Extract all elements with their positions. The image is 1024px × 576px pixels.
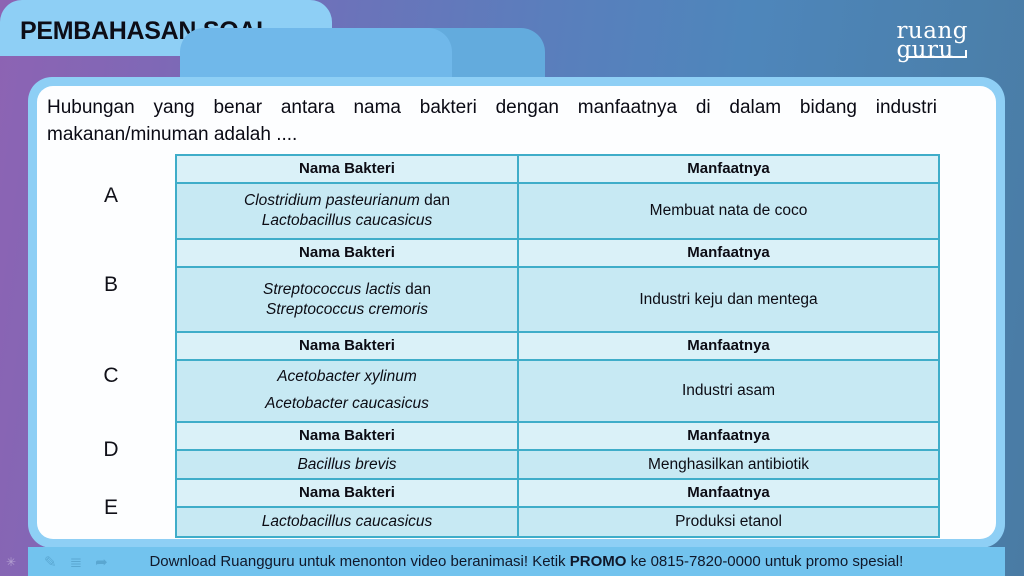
bacteria-name-line: Streptococcus cremoris xyxy=(266,300,428,320)
species-name: Lactobacillus caucasicus xyxy=(261,513,433,530)
bacteria-name-line: Streptococcus lactis dan xyxy=(263,280,431,300)
cell-nama-bakteri: Lactobacillus caucasicus xyxy=(177,508,517,536)
plain-text: dan xyxy=(400,280,431,298)
column-header-manfaatnya: Manfaatnya xyxy=(517,423,938,449)
footer-promo-bar: ✎ ≣ ➦ Download Ruangguru untuk menonton … xyxy=(28,547,1005,576)
pencil-icon: ✎ xyxy=(44,553,57,571)
column-header-manfaatnya: Manfaatnya xyxy=(517,480,938,506)
bacteria-name-line: Acetobacter caucasicus xyxy=(265,394,429,414)
sparkle-icon: ✳ xyxy=(6,555,17,569)
species-name: Streptococcus lactis xyxy=(262,280,401,298)
cell-nama-bakteri: Acetobacter xylinum Acetobacter caucasicu… xyxy=(177,361,517,421)
footer-watermark-icons: ✎ ≣ ➦ xyxy=(44,553,108,571)
plain-text: dan xyxy=(419,192,450,209)
column-header-nama-bakteri: Nama Bakteri xyxy=(299,427,395,444)
answer-options-table: A Nama Bakteri Manfaatnya Clostridium paste… xyxy=(47,154,996,538)
content-card-inner: Hubungan yang benar antara nama bakteri … xyxy=(37,86,996,539)
option-row-E: E Nama Bakteri Manfaatnya Lactobacillus cau… xyxy=(47,478,996,538)
option-letter: E xyxy=(103,496,118,519)
cell-nama-bakteri: Streptococcus lactis dan Streptococcus cr… xyxy=(177,268,517,331)
option-row-C: C Nama Bakteri Manfaatnya Acetobacter xylin… xyxy=(47,331,996,421)
option-mini-table: Nama Bakteri Manfaatnya Clostridium pasteu… xyxy=(175,154,940,238)
footer-promo-keyword: PROMO xyxy=(569,553,627,570)
option-row-B: B Nama Bakteri Manfaatnya Streptococcus lac… xyxy=(47,238,996,331)
species-name: Bacillus brevis xyxy=(297,455,397,473)
species-name: Lactobacillus caucasicus xyxy=(261,212,433,229)
footer-promo-text: Download Ruangguru untuk menonton video … xyxy=(108,553,1005,570)
cell-manfaatnya: Industri keju dan mentega xyxy=(517,268,938,331)
option-mini-table: Nama Bakteri Manfaatnya Lactobacillus cauc… xyxy=(175,478,940,538)
cell-nama-bakteri: Clostridium pasteurianum dan Lactobacillu… xyxy=(177,184,517,238)
logo-word-guru: guru xyxy=(896,37,968,63)
species-name: Streptococcus cremoris xyxy=(266,300,428,318)
species-name: Clostridium pasteurianum xyxy=(244,192,420,209)
cell-manfaatnya: Produksi etanol xyxy=(517,508,938,536)
option-mini-table: Nama Bakteri Manfaatnya Acetobacter xylinu… xyxy=(175,331,940,421)
ruangguru-logo: ruang guru xyxy=(896,18,968,63)
option-row-D: D Nama Bakteri Manfaatnya Bacillus brevis Me… xyxy=(47,421,996,478)
column-header-nama-bakteri: Nama Bakteri xyxy=(299,484,395,501)
bacteria-name-line: Acetobacter xylinum xyxy=(277,367,417,387)
column-header-nama-bakteri: Nama Bakteri xyxy=(299,244,395,261)
species-name: Acetobacter caucasicus xyxy=(265,395,429,412)
logo-word-ruang: ruang xyxy=(896,18,968,44)
bacteria-name-line: Lactobacillus caucasicus xyxy=(262,211,433,231)
question-text: Hubungan yang benar antara nama bakteri … xyxy=(47,94,937,148)
species-name: Acetobacter xylinum xyxy=(277,368,417,385)
column-header-nama-bakteri: Nama Bakteri xyxy=(299,160,395,177)
cell-nama-bakteri: Bacillus brevis xyxy=(177,451,517,478)
column-header-manfaatnya: Manfaatnya xyxy=(517,333,938,359)
question-line-1: Hubungan yang benar antara nama bakteri … xyxy=(47,97,937,118)
redo-arrow-icon: ➦ xyxy=(95,553,108,571)
column-header-manfaatnya: Manfaatnya xyxy=(517,156,938,182)
column-header-nama-bakteri: Nama Bakteri xyxy=(299,337,395,354)
tab-background-near xyxy=(180,28,452,86)
column-header-manfaatnya: Manfaatnya xyxy=(517,240,938,266)
option-letter: A xyxy=(103,184,118,207)
question-line-2: makanan/minuman adalah .... xyxy=(47,124,298,145)
footer-text-before: Download Ruangguru untuk menonton video … xyxy=(149,553,570,570)
content-card: Hubungan yang benar antara nama bakteri … xyxy=(28,77,1005,548)
bacteria-name-line: Clostridium pasteurianum dan xyxy=(244,191,450,211)
footer-text-after: ke 0815-7820-0000 untuk promo spesial! xyxy=(626,553,904,570)
option-letter: D xyxy=(103,437,119,461)
option-letter: B xyxy=(103,272,118,296)
option-mini-table: Nama Bakteri Manfaatnya Bacillus brevis Men… xyxy=(175,421,940,478)
cell-manfaatnya: Membuat nata de coco xyxy=(517,184,938,238)
bacteria-name-line: Bacillus brevis xyxy=(297,455,396,475)
list-icon: ≣ xyxy=(69,553,83,571)
cell-manfaatnya: Menghasilkan antibiotik xyxy=(517,451,938,478)
option-letter: C xyxy=(103,364,119,387)
option-row-A: A Nama Bakteri Manfaatnya Clostridium paste… xyxy=(47,154,996,238)
cell-manfaatnya: Industri asam xyxy=(517,361,938,421)
bacteria-name-line: Lactobacillus caucasicus xyxy=(262,512,433,532)
option-mini-table: Nama Bakteri Manfaatnya Streptococcus lact… xyxy=(175,238,940,331)
